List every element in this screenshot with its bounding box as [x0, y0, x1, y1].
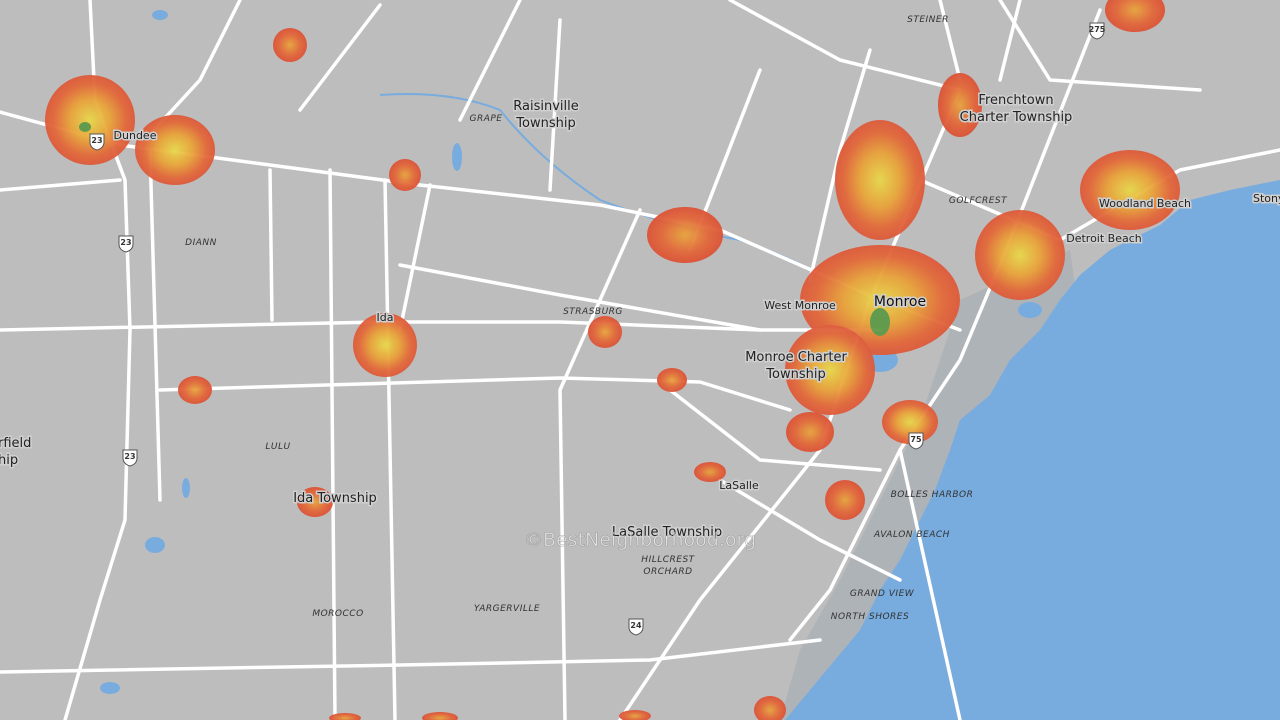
place-label: LaSalle [719, 479, 759, 492]
route-shield [628, 618, 644, 636]
place-label: Ida [377, 311, 394, 324]
place-label: rfield [0, 436, 31, 451]
route-shield [1089, 22, 1105, 40]
locality-label: STEINER [907, 15, 949, 25]
locality-label: DIANN [185, 238, 217, 248]
watermark: ©BestNeighborhood.org [524, 529, 756, 551]
locality-label: GRAND VIEW [850, 589, 915, 599]
place-label: Raisinville [513, 99, 578, 114]
place-label: Dundee [114, 129, 157, 142]
route-number: 75 [910, 435, 922, 444]
locality-label: GRAPE [470, 114, 503, 124]
labels: Raisinville Township Frenchtown Charter Tow… [0, 15, 1280, 636]
locality-label: YARGERVILLE [474, 604, 540, 614]
route-shield [118, 235, 134, 253]
route-shield [89, 133, 105, 151]
place-label: West Monroe [764, 299, 836, 312]
locality-label: LULU [265, 442, 290, 452]
place-label: Township [515, 116, 575, 131]
route-number: 275 [1089, 25, 1106, 34]
heat-blobs [45, 0, 1180, 720]
locality-label: BOLLES HARBOR [891, 490, 974, 500]
locality-label: HILLCREST [641, 555, 695, 565]
route-shield [122, 449, 138, 467]
place-label: Monroe Charter [745, 350, 847, 365]
place-label: Ida Township [293, 491, 377, 506]
place-label: Monroe [874, 294, 926, 310]
place-label: Township [765, 367, 825, 382]
place-label: Woodland Beach [1099, 197, 1191, 210]
place-label: Detroit Beach [1066, 232, 1142, 245]
place-label: hip [0, 453, 18, 468]
place-label: Charter Township [960, 110, 1073, 125]
coastal-marsh [780, 250, 1080, 720]
route-shield [908, 432, 924, 450]
lake-erie [785, 180, 1280, 720]
locality-label: STRASBURG [563, 307, 623, 317]
place-label: Stony [1253, 192, 1280, 205]
route-number: 24 [630, 621, 642, 630]
locality-label: ORCHARD [643, 567, 692, 577]
locality-label: GOLFCREST [949, 196, 1008, 206]
route-number: 23 [124, 452, 135, 461]
locality-label: MOROCCO [312, 609, 363, 619]
route-number: 23 [91, 136, 102, 145]
locality-label: AVALON BEACH [873, 530, 950, 540]
route-number: 23 [120, 238, 131, 247]
locality-label: NORTH SHORES [831, 612, 909, 622]
place-label: Frenchtown [978, 93, 1053, 108]
place-label: LaSalle Township [612, 525, 722, 540]
